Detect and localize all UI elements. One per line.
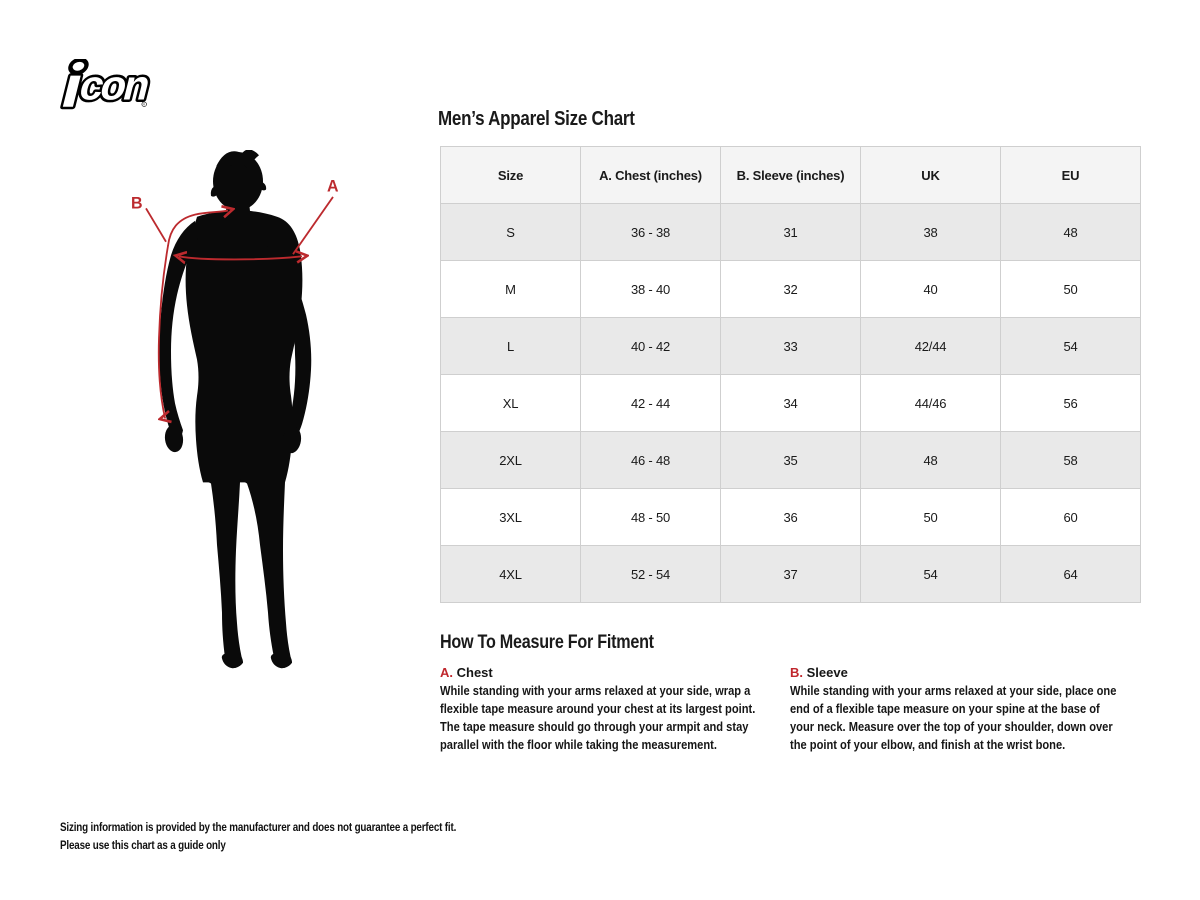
svg-text:B: B: [131, 194, 143, 212]
svg-text:®: ®: [143, 102, 145, 106]
svg-text:A: A: [327, 177, 339, 195]
